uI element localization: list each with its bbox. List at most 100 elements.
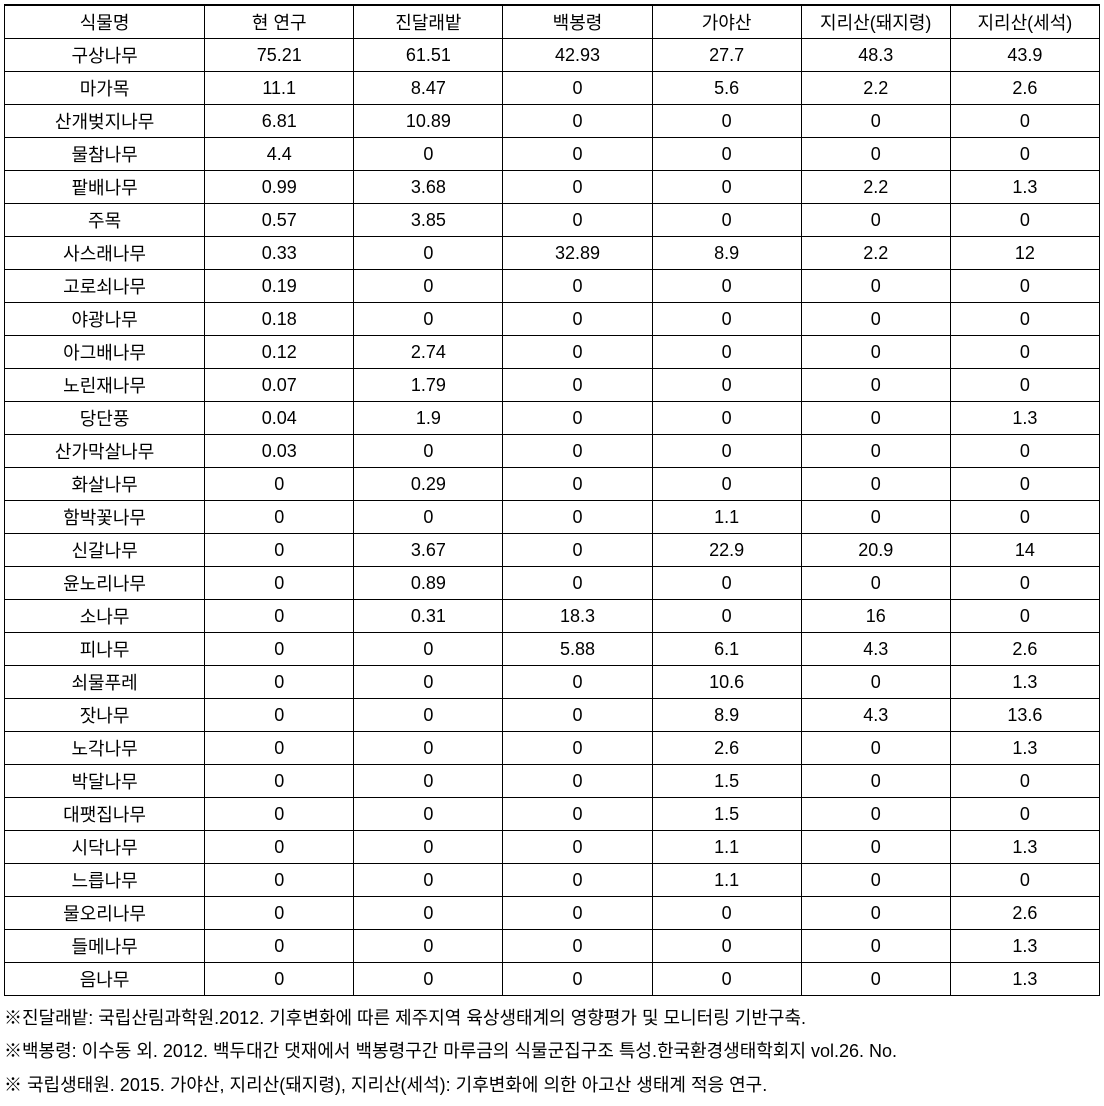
- data-cell: 3.85: [354, 204, 503, 237]
- data-cell: 0: [652, 369, 801, 402]
- data-cell: 1.79: [354, 369, 503, 402]
- table-row: 피나무005.886.14.32.6: [5, 633, 1100, 666]
- data-cell: 0: [950, 369, 1099, 402]
- plant-name-cell: 화살나무: [5, 468, 205, 501]
- data-cell: 0: [652, 930, 801, 963]
- plant-name-cell: 윤노리나무: [5, 567, 205, 600]
- data-cell: 0: [950, 105, 1099, 138]
- data-cell: 0.57: [205, 204, 354, 237]
- data-cell: 0: [503, 534, 652, 567]
- data-cell: 0: [354, 435, 503, 468]
- data-cell: 8.47: [354, 72, 503, 105]
- data-cell: 0: [354, 237, 503, 270]
- data-cell: 8.9: [652, 699, 801, 732]
- header-row: 식물명현 연구진달래밭백봉령가야산지리산(돼지령)지리산(세석): [5, 5, 1100, 39]
- data-cell: 0: [503, 798, 652, 831]
- data-cell: 13.6: [950, 699, 1099, 732]
- data-cell: 5.88: [503, 633, 652, 666]
- data-cell: 32.89: [503, 237, 652, 270]
- data-cell: 2.2: [801, 171, 950, 204]
- table-row: 노각나무0002.601.3: [5, 732, 1100, 765]
- data-cell: 0: [652, 105, 801, 138]
- data-cell: 61.51: [354, 39, 503, 72]
- plant-name-cell: 들메나무: [5, 930, 205, 963]
- data-cell: 0: [950, 138, 1099, 171]
- data-cell: 11.1: [205, 72, 354, 105]
- data-cell: 0.03: [205, 435, 354, 468]
- data-cell: 0: [503, 765, 652, 798]
- data-cell: 0: [354, 963, 503, 996]
- data-cell: 0: [503, 732, 652, 765]
- data-cell: 4.4: [205, 138, 354, 171]
- column-header: 지리산(돼지령): [801, 5, 950, 39]
- data-cell: 10.89: [354, 105, 503, 138]
- data-cell: 0: [354, 897, 503, 930]
- data-cell: 0.12: [205, 336, 354, 369]
- plant-name-cell: 노린재나무: [5, 369, 205, 402]
- data-cell: 0: [950, 435, 1099, 468]
- table-row: 신갈나무03.67022.920.914: [5, 534, 1100, 567]
- data-cell: 0: [950, 600, 1099, 633]
- plant-name-cell: 구상나무: [5, 39, 205, 72]
- data-cell: 2.6: [652, 732, 801, 765]
- data-cell: 0: [354, 138, 503, 171]
- plant-name-cell: 피나무: [5, 633, 205, 666]
- data-cell: 0: [354, 930, 503, 963]
- data-cell: 0: [503, 72, 652, 105]
- data-cell: 0: [801, 864, 950, 897]
- plant-name-cell: 쇠물푸레: [5, 666, 205, 699]
- data-cell: 0: [950, 204, 1099, 237]
- data-cell: 1.3: [950, 732, 1099, 765]
- table-row: 구상나무75.2161.5142.9327.748.343.9: [5, 39, 1100, 72]
- data-cell: 2.2: [801, 72, 950, 105]
- data-cell: 0: [205, 732, 354, 765]
- column-header: 현 연구: [205, 5, 354, 39]
- data-cell: 0: [652, 435, 801, 468]
- data-cell: 0.33: [205, 237, 354, 270]
- data-cell: 0: [205, 930, 354, 963]
- data-cell: 0: [950, 501, 1099, 534]
- data-cell: 1.3: [950, 831, 1099, 864]
- data-cell: 0: [801, 930, 950, 963]
- data-cell: 0: [652, 270, 801, 303]
- data-cell: 0: [354, 666, 503, 699]
- data-table: 식물명현 연구진달래밭백봉령가야산지리산(돼지령)지리산(세석) 구상나무75.…: [4, 4, 1100, 996]
- data-cell: 0: [652, 567, 801, 600]
- data-cell: 0: [801, 567, 950, 600]
- table-row: 야광나무0.1800000: [5, 303, 1100, 336]
- data-cell: 0: [354, 303, 503, 336]
- data-cell: 42.93: [503, 39, 652, 72]
- data-cell: 0: [503, 402, 652, 435]
- data-cell: 2.2: [801, 237, 950, 270]
- data-cell: 0: [503, 930, 652, 963]
- data-cell: 0: [503, 204, 652, 237]
- table-row: 산가막살나무0.0300000: [5, 435, 1100, 468]
- data-cell: 43.9: [950, 39, 1099, 72]
- data-cell: 0: [503, 501, 652, 534]
- data-cell: 0: [354, 270, 503, 303]
- data-cell: 8.9: [652, 237, 801, 270]
- table-row: 물오리나무000002.6: [5, 897, 1100, 930]
- data-cell: 0: [950, 303, 1099, 336]
- table-row: 아그배나무0.122.740000: [5, 336, 1100, 369]
- data-cell: 0: [354, 732, 503, 765]
- data-cell: 0.19: [205, 270, 354, 303]
- data-cell: 0: [354, 831, 503, 864]
- data-cell: 1.3: [950, 402, 1099, 435]
- data-cell: 0: [801, 831, 950, 864]
- data-cell: 0: [950, 798, 1099, 831]
- data-cell: 0: [205, 633, 354, 666]
- data-cell: 0: [652, 171, 801, 204]
- footnote-line: ※ 국립생태원. 2015. 가야산, 지리산(돼지령), 지리산(세석): 기…: [4, 1069, 1100, 1102]
- data-cell: 0: [801, 732, 950, 765]
- data-cell: 0: [354, 864, 503, 897]
- data-cell: 0: [652, 204, 801, 237]
- data-cell: 0: [503, 831, 652, 864]
- plant-name-cell: 물참나무: [5, 138, 205, 171]
- data-cell: 22.9: [652, 534, 801, 567]
- data-cell: 3.68: [354, 171, 503, 204]
- plant-name-cell: 야광나무: [5, 303, 205, 336]
- plant-name-cell: 산개벚지나무: [5, 105, 205, 138]
- plant-name-cell: 대팻집나무: [5, 798, 205, 831]
- table-row: 함박꽃나무0001.100: [5, 501, 1100, 534]
